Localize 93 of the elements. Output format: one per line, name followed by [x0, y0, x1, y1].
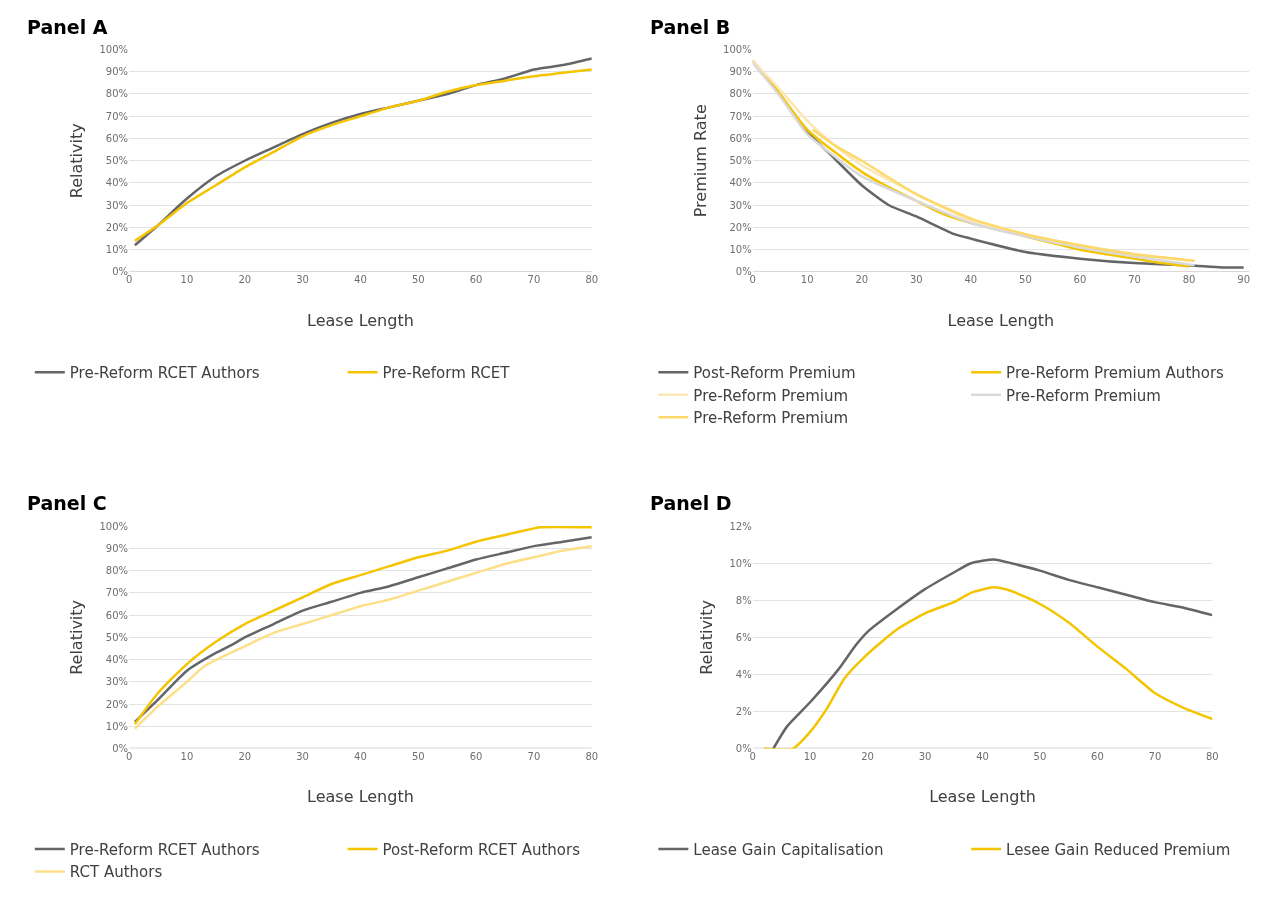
y-tick-label: 100% [99, 520, 129, 532]
x-tick-label: 50 [1033, 750, 1047, 762]
y-tick-label: 100% [99, 44, 129, 55]
x-tick-label: 10 [180, 273, 194, 285]
legend-label: Pre-Reform Premium [1006, 386, 1161, 405]
y-tick-label: 10% [105, 720, 129, 732]
x-tick-label: 40 [976, 750, 989, 762]
chart-title: Panel B [650, 16, 731, 38]
x-tick-label: 50 [1019, 273, 1032, 285]
y-tick-label: 90% [729, 66, 752, 78]
x-tick-label: 30 [296, 273, 309, 285]
y-tick-label: 4% [735, 668, 752, 680]
legend-label: Pre-Reform RCET Authors [69, 840, 260, 859]
y-tick-label: 40% [729, 177, 752, 189]
y-tick-label: 90% [105, 542, 129, 554]
legend-label: Pre-Reform Premium [693, 409, 849, 428]
chart-title: Panel C [27, 492, 107, 514]
x-tick-label: 30 [918, 750, 932, 762]
x-tick-label: 30 [296, 750, 309, 762]
y-tick-label: 50% [729, 155, 752, 167]
x-axis-title: Lease Length [947, 310, 1055, 330]
y-tick-label: 70% [729, 110, 752, 122]
y-axis-title: Relativity [67, 599, 87, 675]
x-tick-label: 80 [585, 273, 599, 285]
legend-label: Post-Reform Premium [693, 364, 856, 383]
x-tick-label: 50 [411, 750, 425, 762]
y-tick-label: 60% [105, 133, 129, 144]
x-tick-label: 40 [354, 750, 367, 762]
legend-label: Pre-Reform Premium Authors [1006, 364, 1225, 383]
y-tick-label: 80% [105, 565, 129, 577]
y-tick-label: 90% [105, 66, 129, 78]
y-tick-label: 10% [729, 557, 752, 569]
x-tick-label: 20 [238, 273, 252, 285]
x-tick-label: 80 [1182, 273, 1196, 285]
x-tick-label: 90 [1237, 273, 1251, 285]
y-tick-label: 20% [105, 698, 129, 710]
chart-title: Panel D [650, 492, 732, 514]
x-tick-label: 60 [1073, 273, 1087, 285]
x-axis-title: Lease Length [929, 787, 1036, 807]
x-tick-label: 10 [800, 273, 814, 285]
x-tick-label: 60 [469, 273, 483, 285]
x-tick-label: 20 [861, 750, 874, 762]
x-tick-label: 70 [527, 750, 541, 762]
x-tick-label: 40 [964, 273, 978, 285]
y-tick-label: 2% [735, 706, 752, 718]
x-tick-label: 10 [180, 750, 194, 762]
y-tick-label: 20% [105, 221, 129, 233]
y-tick-label: 100% [723, 44, 752, 55]
y-tick-label: 40% [105, 654, 129, 666]
x-tick-label: 30 [909, 273, 923, 285]
y-tick-label: 80% [729, 88, 752, 100]
x-tick-label: 20 [855, 273, 869, 285]
x-tick-label: 50 [411, 273, 425, 285]
y-tick-label: 20% [729, 221, 752, 233]
y-tick-label: 50% [105, 155, 129, 167]
legend-label: Lease Gain Capitalisation [693, 840, 884, 859]
legend-label: RCT Authors [69, 863, 163, 882]
x-axis-title: Lease Length [307, 787, 414, 807]
y-tick-label: 8% [735, 594, 752, 606]
legend-label: Post-Reform RCET Authors [382, 840, 581, 859]
y-tick-label: 12% [729, 520, 752, 532]
y-tick-label: 80% [105, 88, 129, 100]
x-tick-label: 80 [585, 750, 599, 762]
y-tick-label: 10% [105, 244, 129, 256]
x-axis-title: Lease Length [307, 310, 414, 330]
x-tick-label: 70 [1128, 273, 1141, 285]
y-tick-label: 50% [105, 631, 129, 643]
y-axis-title: Relativity [67, 123, 87, 199]
y-tick-label: 10% [729, 244, 752, 256]
y-axis-title: Premium Rate [690, 104, 710, 218]
legend-label: Pre-Reform RCET Authors [69, 364, 260, 383]
y-tick-label: 70% [105, 110, 129, 122]
x-tick-label: 40 [354, 273, 367, 285]
x-tick-label: 10 [803, 750, 817, 762]
y-axis-title: Relativity [697, 599, 717, 675]
y-tick-label: 60% [105, 609, 129, 621]
legend-label: Lesee Gain Reduced Premium [1006, 840, 1231, 859]
x-tick-label: 20 [238, 750, 252, 762]
chart-title: Panel A [27, 16, 108, 38]
y-tick-label: 6% [735, 631, 752, 643]
x-tick-label: 70 [527, 273, 541, 285]
y-tick-label: 70% [105, 587, 129, 599]
y-tick-label: 30% [105, 676, 129, 688]
y-tick-label: 30% [729, 199, 752, 211]
x-tick-label: 70 [1148, 750, 1162, 762]
legend-label: Pre-Reform RCET [382, 364, 511, 383]
x-tick-label: 60 [469, 750, 483, 762]
y-tick-label: 30% [105, 199, 129, 211]
legend-label: Pre-Reform Premium [693, 386, 849, 405]
x-tick-label: 60 [1091, 750, 1104, 762]
x-tick-label: 80 [1206, 750, 1219, 762]
y-tick-label: 60% [729, 133, 752, 144]
y-tick-label: 40% [105, 177, 129, 189]
